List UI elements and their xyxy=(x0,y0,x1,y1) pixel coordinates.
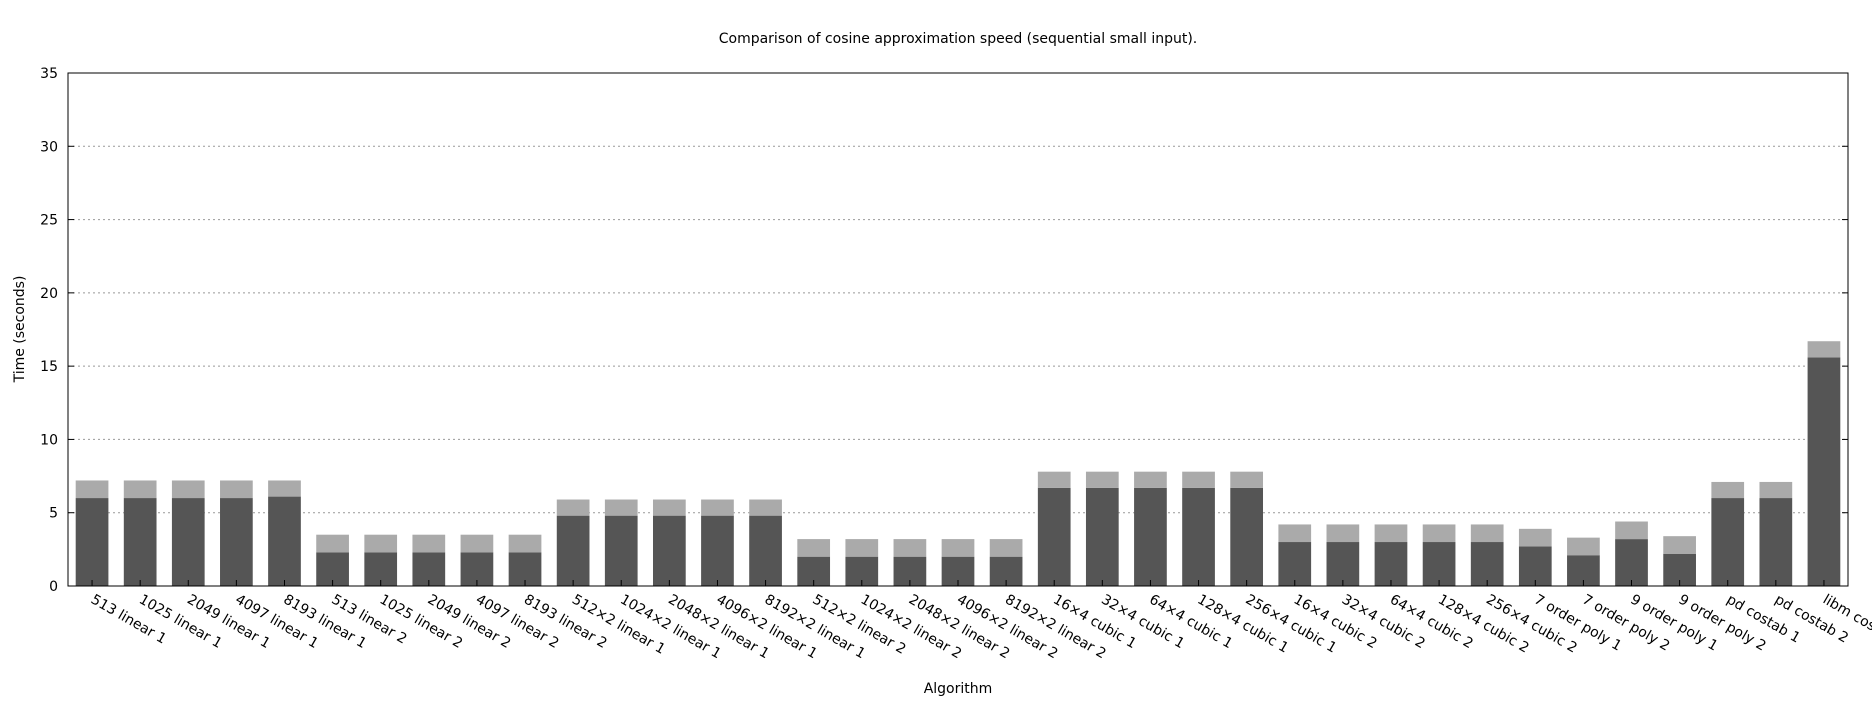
bar-segment-2 xyxy=(1326,524,1360,543)
grid-lines xyxy=(68,145,1848,514)
bar-segment-2 xyxy=(1134,471,1167,488)
bar-segment-2 xyxy=(1711,481,1745,499)
chart-title: Comparison of cosine approximation speed… xyxy=(719,31,1198,47)
bar-segment-2 xyxy=(1470,524,1504,543)
bar-segment-2 xyxy=(75,480,109,499)
bar-segment-2 xyxy=(989,539,1023,557)
y-tick-label: 25 xyxy=(40,213,58,229)
bar-segment-2 xyxy=(797,539,831,557)
bar-segment-2 xyxy=(701,499,734,516)
bar-segment-2 xyxy=(268,480,301,497)
bar-segment-2 xyxy=(1518,528,1552,547)
bar-segment-1 xyxy=(1182,487,1215,586)
bar-segment-1 xyxy=(1615,539,1648,586)
bar-segment-2 xyxy=(1567,537,1600,556)
bar-segment-1 xyxy=(701,515,734,586)
bar-segment-1 xyxy=(220,498,253,586)
bar-segment-2 xyxy=(1663,536,1696,554)
bar-segment-2 xyxy=(460,534,494,553)
bar-segment-2 xyxy=(1615,521,1648,540)
y-axis-label: Time (seconds) xyxy=(12,276,28,384)
y-tick-label: 35 xyxy=(40,66,58,82)
bar-segment-1 xyxy=(1278,542,1312,586)
bar-segment-1 xyxy=(1518,546,1552,586)
bar-segment-1 xyxy=(1422,542,1456,586)
bar-segment-2 xyxy=(1807,341,1841,358)
bar-segment-2 xyxy=(604,499,638,516)
bar-segment-1 xyxy=(171,498,205,586)
bar-segment-1 xyxy=(749,515,782,586)
bar-segment-2 xyxy=(1085,471,1119,488)
bar-segment-2 xyxy=(412,534,446,553)
bar-segment-2 xyxy=(508,534,542,553)
bar-segment-1 xyxy=(1374,542,1408,586)
bar-segment-2 xyxy=(1422,524,1456,543)
bar-segment-2 xyxy=(556,499,590,516)
bar-segment-2 xyxy=(316,534,349,553)
bar-segment-2 xyxy=(1182,471,1215,488)
bar-segment-2 xyxy=(893,539,927,557)
bar-segment-1 xyxy=(1470,542,1504,586)
bar-segment-1 xyxy=(1807,357,1841,586)
bar-segment-1 xyxy=(1759,498,1793,586)
bars xyxy=(75,341,1841,586)
bar-segment-2 xyxy=(1230,471,1264,488)
bar-segment-1 xyxy=(1326,542,1360,586)
bar-segment-2 xyxy=(749,499,782,516)
bar-segment-2 xyxy=(220,480,253,499)
bar-segment-2 xyxy=(123,480,157,499)
y-tick-label: 0 xyxy=(49,579,58,595)
bar-segment-1 xyxy=(1134,487,1167,586)
bar-segment-2 xyxy=(364,534,398,553)
bar-segment-1 xyxy=(123,498,157,586)
bar-segment-1 xyxy=(268,496,301,586)
y-tick-label: 30 xyxy=(40,139,58,155)
bar-segment-2 xyxy=(1037,471,1071,488)
bar-segment-2 xyxy=(1374,524,1408,543)
bar-segment-2 xyxy=(171,480,205,499)
bar-segment-1 xyxy=(556,515,590,586)
bar-segment-1 xyxy=(1085,487,1119,586)
plot-frame xyxy=(67,72,1849,587)
bar-segment-2 xyxy=(941,539,975,557)
y-axis: 0 5 10 15 20 25 30 35 xyxy=(40,66,1848,595)
bar-segment-1 xyxy=(1230,487,1264,586)
bar-segment-1 xyxy=(1037,487,1071,586)
x-axis-label: Algorithm xyxy=(924,681,993,697)
bar-segment-1 xyxy=(75,498,109,586)
y-tick-label: 15 xyxy=(40,359,58,375)
bar-segment-1 xyxy=(1711,498,1745,586)
y-tick-label: 20 xyxy=(40,286,58,302)
bar-segment-2 xyxy=(1278,524,1312,543)
bar-segment-2 xyxy=(845,539,879,557)
bar-segment-2 xyxy=(1759,481,1793,499)
bar-segment-1 xyxy=(652,515,686,586)
bar-segment-2 xyxy=(652,499,686,516)
y-tick-label: 5 xyxy=(49,506,58,522)
y-tick-label: 10 xyxy=(40,432,58,448)
bar-segment-1 xyxy=(604,515,638,586)
